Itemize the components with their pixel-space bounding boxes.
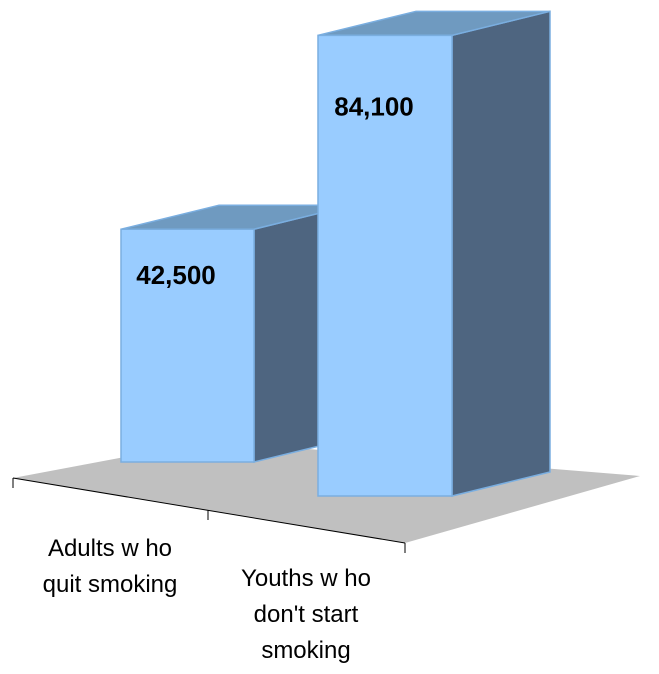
category-axis [12, 477, 406, 544]
category-label: Adults w ho quit smoking [43, 535, 178, 598]
data-label: 84,100 [334, 91, 414, 121]
bar-front [120, 228, 255, 463]
bars-group: 42,500 84,100 [120, 10, 551, 497]
bar-2: 84,100 [317, 10, 551, 497]
data-label: 42,500 [136, 260, 216, 290]
bar-side [451, 10, 551, 497]
bar-front [317, 34, 453, 497]
category-labels: Adults w ho quit smoking Youths w ho don't … [43, 535, 371, 664]
category-label: Youths w ho don't start smoking [241, 565, 371, 664]
